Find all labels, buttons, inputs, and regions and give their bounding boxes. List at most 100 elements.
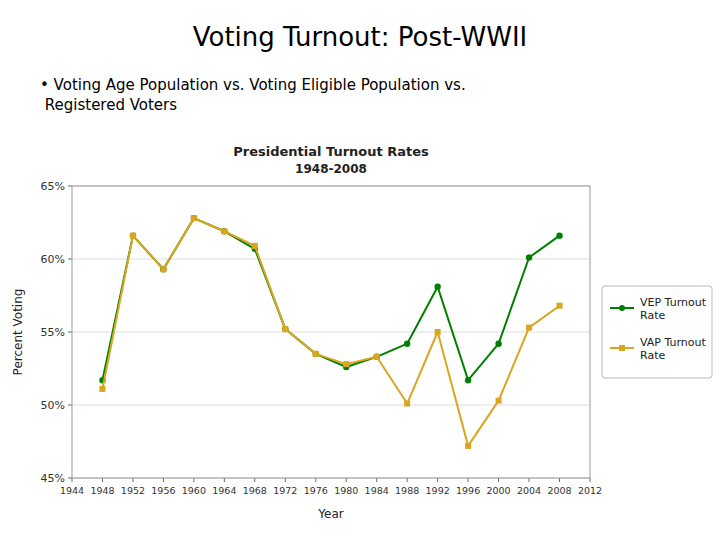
point bbox=[404, 401, 410, 407]
point bbox=[160, 266, 166, 272]
point bbox=[130, 233, 136, 239]
point bbox=[221, 228, 227, 234]
x-tick-label: 1968 bbox=[243, 485, 267, 496]
point bbox=[434, 284, 440, 290]
text-line: Rate bbox=[640, 309, 665, 322]
text-line: • Voting Age Population vs. Voting Eligi… bbox=[40, 76, 466, 94]
text-line: VEP Turnout bbox=[640, 296, 707, 309]
grid-line bbox=[72, 405, 590, 406]
y-tick-label: 65% bbox=[41, 180, 65, 193]
x-tick-label: 1972 bbox=[273, 485, 297, 496]
x-tick bbox=[376, 478, 377, 482]
chart: Voting Turnout: Post-WWII • Voting Age Po… bbox=[0, 0, 720, 540]
point bbox=[435, 329, 441, 335]
legend-box bbox=[602, 286, 712, 378]
x-tick-label: 2008 bbox=[547, 485, 571, 496]
legend-marker bbox=[619, 305, 625, 311]
x-tick bbox=[102, 478, 103, 482]
x-tick-label: 1980 bbox=[334, 485, 358, 496]
x-tick bbox=[346, 478, 347, 482]
x-tick-label: 1948 bbox=[90, 485, 114, 496]
grid-line bbox=[72, 259, 590, 260]
point bbox=[465, 443, 471, 449]
point bbox=[495, 340, 501, 346]
y-tick-label: 50% bbox=[41, 399, 65, 412]
point bbox=[313, 351, 319, 357]
plot-frame bbox=[72, 186, 590, 478]
x-tick bbox=[132, 478, 133, 482]
y-tick bbox=[68, 259, 72, 260]
y-tick bbox=[68, 405, 72, 406]
grid bbox=[72, 186, 590, 478]
x-tick bbox=[529, 478, 530, 482]
x-tick-label: 1956 bbox=[151, 485, 175, 496]
text-line: Voting Turnout: Post-WWII bbox=[193, 22, 528, 52]
x-tick-label: 1952 bbox=[121, 485, 145, 496]
point bbox=[343, 361, 349, 367]
point bbox=[496, 398, 502, 404]
point bbox=[557, 303, 563, 309]
legend-label: VAP TurnoutRate bbox=[640, 336, 706, 362]
point bbox=[526, 254, 532, 260]
point bbox=[282, 326, 288, 332]
point bbox=[282, 326, 288, 332]
x-tick-label: 1988 bbox=[395, 485, 419, 496]
point bbox=[99, 386, 105, 392]
y-tick-label: 60% bbox=[41, 253, 65, 266]
x-tick-label: 1984 bbox=[365, 485, 389, 496]
x-tick bbox=[590, 478, 591, 482]
point bbox=[313, 351, 319, 357]
x-tick-label: 2000 bbox=[486, 485, 510, 496]
x-tick bbox=[285, 478, 286, 482]
chart-title: Presidential Turnout Rates bbox=[233, 144, 429, 159]
point bbox=[221, 228, 227, 234]
y-tick-label: 55% bbox=[41, 326, 65, 339]
legend: VEP TurnoutRateVAP TurnoutRate bbox=[602, 286, 712, 378]
x-tick bbox=[193, 478, 194, 482]
x-tick-label: 1944 bbox=[60, 485, 84, 496]
y-tick bbox=[68, 478, 72, 479]
point bbox=[130, 232, 136, 238]
y-tick bbox=[68, 332, 72, 333]
y-axis-label: Percent Voting bbox=[11, 289, 25, 376]
data-area bbox=[99, 215, 562, 449]
point bbox=[465, 377, 471, 383]
x-tick-label: 1976 bbox=[304, 485, 328, 496]
point bbox=[404, 340, 410, 346]
x-tick bbox=[407, 478, 408, 482]
x-tick bbox=[437, 478, 438, 482]
y-tick-label: 45% bbox=[41, 472, 65, 485]
series-line bbox=[102, 218, 559, 380]
point bbox=[191, 215, 197, 221]
text-line: Registered Voters bbox=[40, 96, 177, 114]
x-tick-label: 1996 bbox=[456, 485, 480, 496]
slide-title: Voting Turnout: Post-WWII bbox=[193, 22, 528, 52]
text-line: Rate bbox=[640, 349, 665, 362]
text-line: VAP Turnout bbox=[640, 336, 706, 349]
legend-label: VEP TurnoutRate bbox=[640, 296, 707, 322]
y-tick bbox=[68, 186, 72, 187]
point bbox=[374, 354, 380, 360]
x-tick bbox=[498, 478, 499, 482]
point bbox=[374, 354, 380, 360]
x-tick-label: 1964 bbox=[212, 485, 236, 496]
point bbox=[526, 325, 532, 331]
point bbox=[252, 243, 258, 249]
legend-marker bbox=[619, 345, 625, 351]
point bbox=[556, 232, 562, 238]
x-tick-label: 2004 bbox=[517, 485, 541, 496]
x-tick bbox=[163, 478, 164, 482]
grid-line bbox=[72, 332, 590, 333]
x-tick bbox=[72, 478, 73, 482]
x-axis-label: Year bbox=[317, 507, 343, 521]
bullet-text: • Voting Age Population vs. Voting Eligi… bbox=[40, 76, 466, 114]
x-tick bbox=[559, 478, 560, 482]
x-tick bbox=[315, 478, 316, 482]
x-tick bbox=[224, 478, 225, 482]
point bbox=[160, 266, 166, 272]
x-tick-label: 2012 bbox=[578, 485, 602, 496]
x-tick bbox=[468, 478, 469, 482]
x-tick-label: 1960 bbox=[182, 485, 206, 496]
x-tick-label: 1992 bbox=[426, 485, 450, 496]
point bbox=[191, 215, 197, 221]
